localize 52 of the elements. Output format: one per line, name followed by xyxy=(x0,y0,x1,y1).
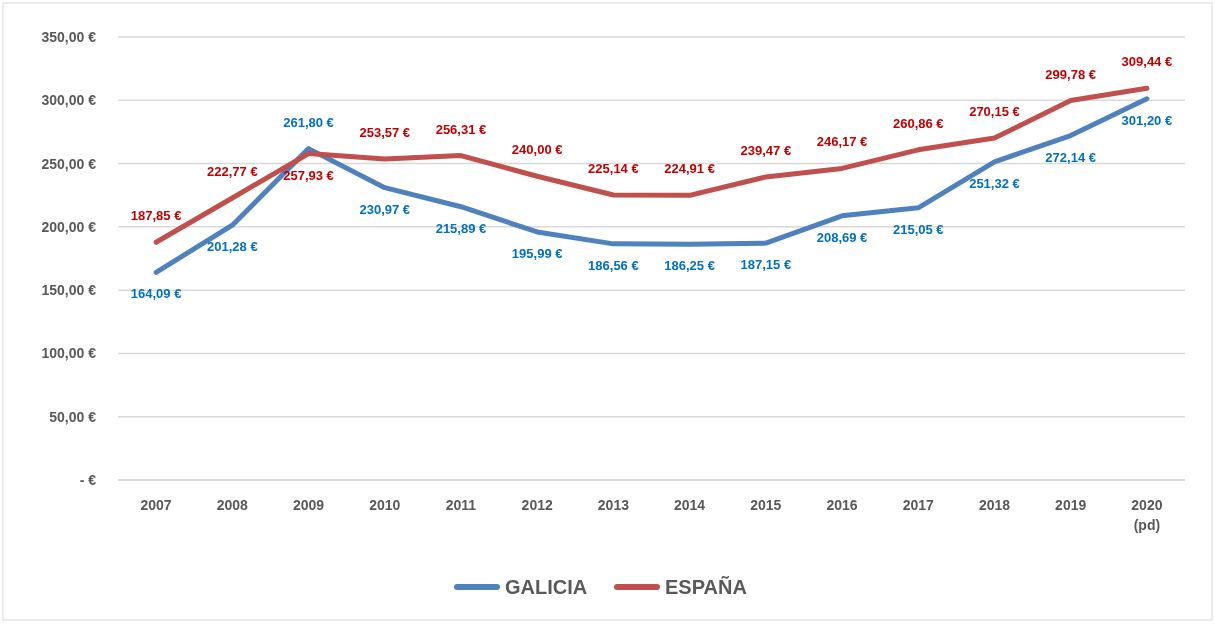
data-label: 301,20 € xyxy=(1121,112,1173,128)
data-label: 230,97 € xyxy=(359,201,411,217)
x-tick-label: 2011 xyxy=(445,497,477,513)
x-tick-label: 2020 (pd) xyxy=(1131,497,1163,533)
data-label: 261,80 € xyxy=(283,114,334,130)
x-tick-label: 2019 xyxy=(1055,497,1087,513)
data-label: 270,15 € xyxy=(969,104,1020,120)
y-tick-label: - € xyxy=(79,471,97,488)
x-tick-label: 2010 xyxy=(369,497,401,513)
data-label: 225,14 € xyxy=(588,161,639,177)
legend-label: ESPAÑA xyxy=(665,576,747,598)
data-label: 224,91 € xyxy=(664,161,715,177)
data-label: 240,00 € xyxy=(511,142,563,158)
data-label: 208,69 € xyxy=(816,229,868,245)
data-label: 201,28 € xyxy=(207,239,258,255)
data-label: 186,25 € xyxy=(664,258,715,274)
data-label: 187,15 € xyxy=(740,257,792,273)
data-label: 164,09 € xyxy=(130,286,182,302)
data-label: 186,56 € xyxy=(588,257,639,273)
data-label: 299,78 € xyxy=(1045,66,1096,82)
data-label: 309,44 € xyxy=(1121,54,1173,70)
x-tick-label: 2013 xyxy=(597,497,630,513)
data-label: 257,93 € xyxy=(283,167,334,183)
data-label: 253,57 € xyxy=(359,125,411,141)
x-tick-label: 2016 xyxy=(826,497,858,513)
x-tick-label: 2007 xyxy=(140,497,172,513)
data-label: 260,86 € xyxy=(892,115,944,131)
y-tick-label: 250,00 € xyxy=(41,155,97,172)
data-label: 215,05 € xyxy=(892,221,944,237)
data-label: 187,85 € xyxy=(130,208,182,224)
x-tick-label: 2017 xyxy=(902,497,935,513)
y-tick-label: 200,00 € xyxy=(41,218,97,235)
data-label: 251,32 € xyxy=(969,175,1020,191)
y-tick-label: 350,00 € xyxy=(41,28,97,45)
x-tick-label: 2012 xyxy=(521,497,553,513)
data-label: 195,99 € xyxy=(511,245,563,261)
x-tick-label: 2014 xyxy=(674,497,706,513)
x-tick-label: 2008 xyxy=(216,497,249,513)
data-label: 246,17 € xyxy=(816,134,868,150)
legend-label: GALICIA xyxy=(505,576,588,598)
y-tick-label: 100,00 € xyxy=(41,345,97,362)
x-tick-label: 2018 xyxy=(978,497,1011,513)
data-label: 215,89 € xyxy=(435,220,487,236)
data-label: 272,14 € xyxy=(1045,149,1096,165)
y-tick-label: 50,00 € xyxy=(49,408,97,425)
y-tick-label: 300,00 € xyxy=(41,92,97,109)
data-label: 239,47 € xyxy=(740,142,792,158)
y-tick-label: 150,00 € xyxy=(41,282,97,299)
x-tick-label: 2015 xyxy=(750,497,782,513)
data-label: 256,31 € xyxy=(435,121,487,137)
data-label: 222,77 € xyxy=(207,164,258,180)
x-tick-label: 2009 xyxy=(292,497,325,513)
